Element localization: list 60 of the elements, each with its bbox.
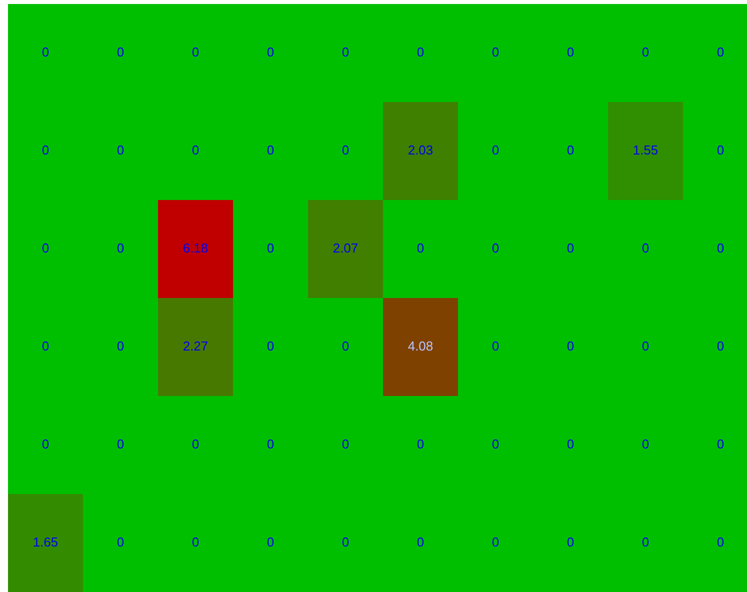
data-label: 0 <box>642 338 650 354</box>
data-label: 0 <box>42 436 50 452</box>
data-label: 0 <box>342 142 350 158</box>
data-label: 0 <box>266 534 274 550</box>
data-label: 0 <box>416 534 424 550</box>
data-label: 0 <box>716 338 724 354</box>
data-label: 0 <box>266 436 274 452</box>
data-label: 0 <box>266 240 274 256</box>
data-label: 0 <box>192 44 200 60</box>
data-label: 0 <box>266 142 274 158</box>
data-label: 0 <box>566 240 574 256</box>
data-label: 0 <box>116 44 124 60</box>
data-label: 0 <box>416 44 424 60</box>
data-label: 0 <box>192 436 200 452</box>
data-label: 0 <box>642 240 650 256</box>
data-label: 6.18 <box>182 240 208 256</box>
data-label: 0 <box>116 338 124 354</box>
data-label: 0 <box>566 142 574 158</box>
data-label: 0 <box>416 240 424 256</box>
data-label: 0 <box>266 338 274 354</box>
data-label: 0 <box>492 436 500 452</box>
data-label: 0 <box>116 240 124 256</box>
data-label: 0 <box>716 142 724 158</box>
data-label: 0 <box>116 142 124 158</box>
data-label: 0 <box>42 240 50 256</box>
data-label: 0 <box>192 142 200 158</box>
data-label: 0 <box>716 44 724 60</box>
data-label: 0 <box>492 240 500 256</box>
data-label: 4.08 <box>408 338 434 354</box>
data-label: 0 <box>642 44 650 60</box>
data-label: 0 <box>492 338 500 354</box>
data-label: 0 <box>492 142 500 158</box>
data-label: 0 <box>716 534 724 550</box>
data-label: 0 <box>342 338 350 354</box>
data-label: 0 <box>342 436 350 452</box>
data-label: 0 <box>566 338 574 354</box>
data-label: 0 <box>566 436 574 452</box>
data-label: 0 <box>492 44 500 60</box>
data-label: 0 <box>566 44 574 60</box>
data-label: 0 <box>42 44 50 60</box>
data-label: 0 <box>42 142 50 158</box>
data-label: 0 <box>566 534 574 550</box>
data-label: 1.65 <box>32 534 58 550</box>
data-label: 0 <box>642 436 650 452</box>
data-label: 0 <box>192 534 200 550</box>
data-label: 1.55 <box>632 142 658 158</box>
data-label: 0 <box>342 44 350 60</box>
data-label: 2.07 <box>332 240 358 256</box>
data-label: 0 <box>42 338 50 354</box>
data-label: 0 <box>116 436 124 452</box>
data-label: 2.03 <box>408 142 434 158</box>
data-label: 2.27 <box>182 338 208 354</box>
data-label: 0 <box>266 44 274 60</box>
data-label: 0 <box>116 534 124 550</box>
data-label: 0 <box>492 534 500 550</box>
data-label: 0 <box>416 436 424 452</box>
data-label: 0 <box>716 436 724 452</box>
data-label: 0 <box>716 240 724 256</box>
data-label: 0 <box>642 534 650 550</box>
data-label: 0 <box>342 534 350 550</box>
